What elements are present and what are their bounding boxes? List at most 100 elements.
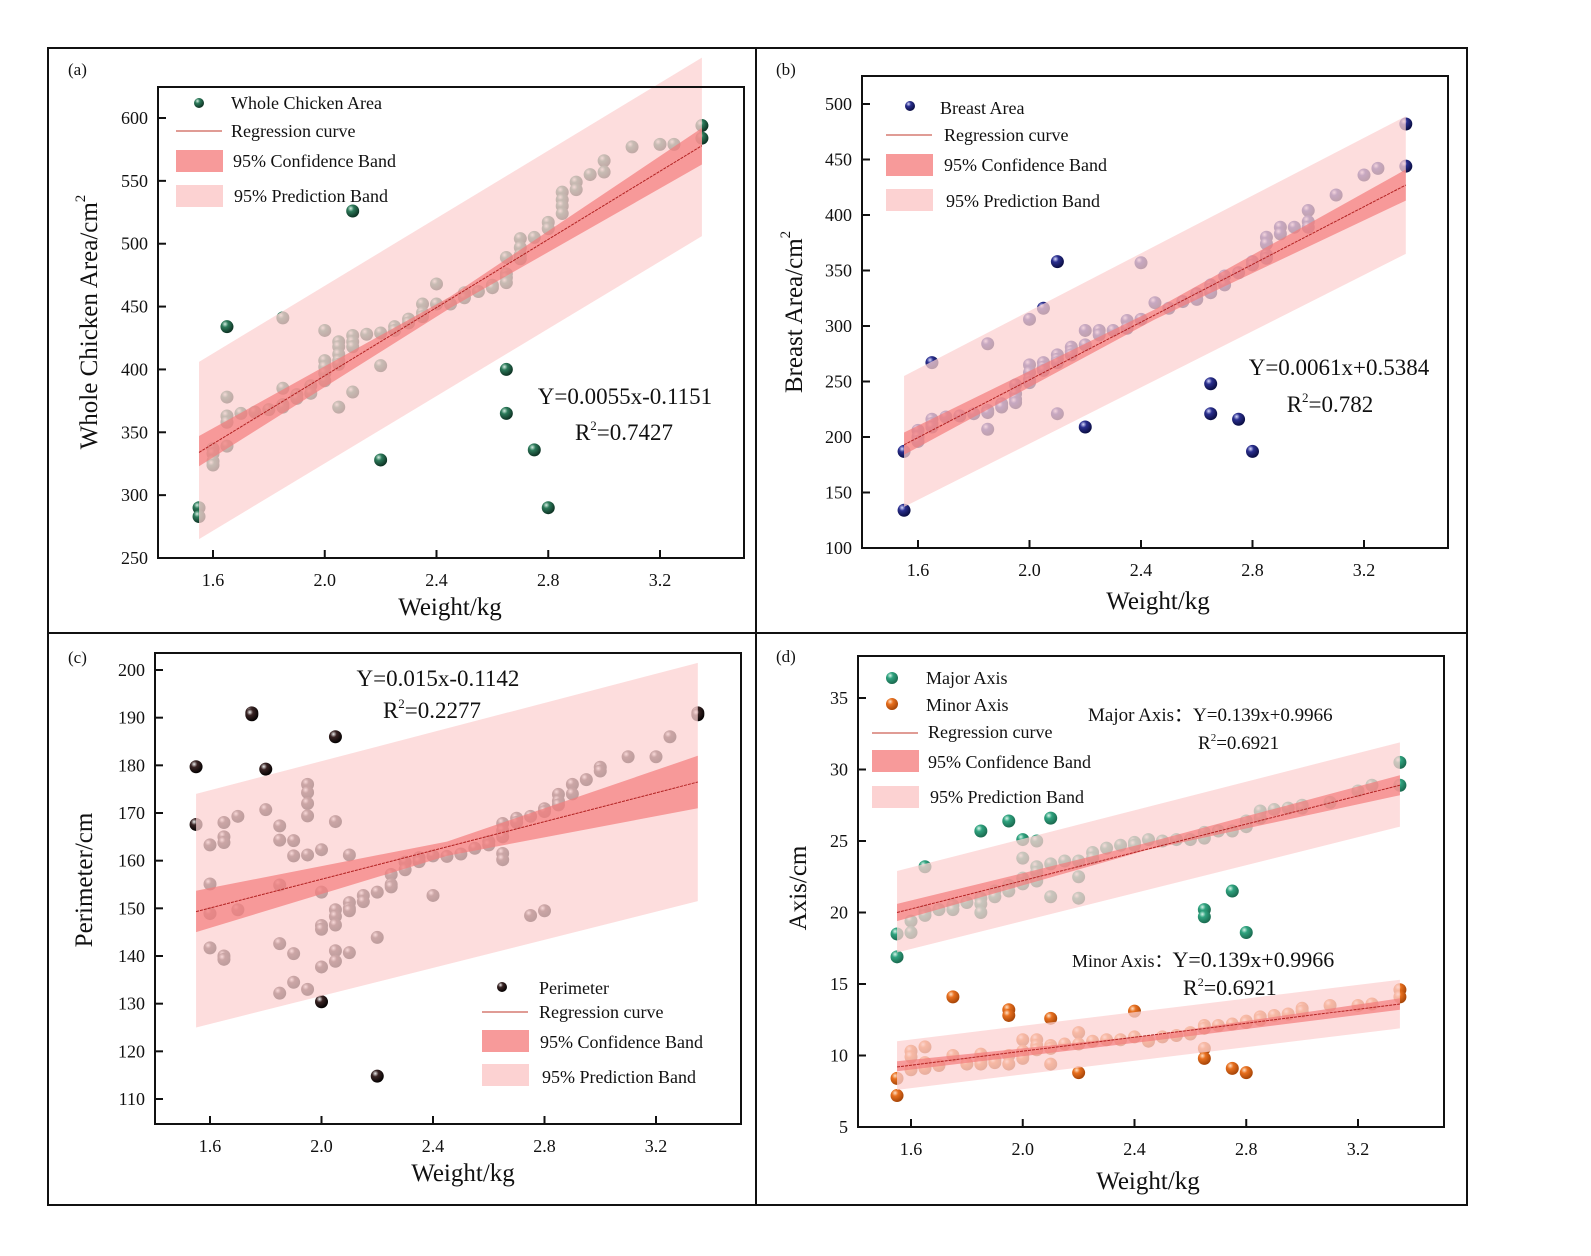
panel-label: (b) xyxy=(776,60,796,79)
y-tick-label: 120 xyxy=(118,1041,145,1061)
y-tick-label: 250 xyxy=(121,548,148,568)
y-axis-label: Whole Chicken Area/cm2 xyxy=(73,195,103,450)
y-axis-label-text: Perimeter/cm xyxy=(71,812,98,947)
y-axis-label-text: Axis/cm xyxy=(785,845,812,930)
r-squared-value: =0.7427 xyxy=(597,420,673,445)
r-squared-value: =0.6921 xyxy=(1216,733,1279,754)
y-tick-label: 250 xyxy=(825,372,852,392)
y-tick-label: 140 xyxy=(118,946,145,966)
legend-marker-major-axis xyxy=(886,672,898,684)
data-point-whole-chicken-area xyxy=(499,362,513,376)
r-squared-prefix: R xyxy=(383,698,399,723)
x-tick-label: 3.2 xyxy=(1347,1139,1370,1159)
legend-label: 95% Confidence Band xyxy=(944,155,1107,175)
panel-d: (d) 1.6 2.0 2.4 2.8 3.2 5 10 15 20 25 30 35 Weight/… xyxy=(776,647,1445,1195)
y-axis-label-sup: 2 xyxy=(778,231,794,239)
y-tick-label: 500 xyxy=(121,234,148,254)
y-tick-label: 15 xyxy=(830,974,848,994)
bands xyxy=(198,57,703,540)
data-point-perimeter xyxy=(370,1069,384,1083)
r-squared-sup: 2 xyxy=(590,418,597,433)
r-squared: R2=0.7427 xyxy=(575,418,673,445)
legend-marker-minor-axis xyxy=(886,698,898,710)
data-point-breast-area xyxy=(1050,255,1064,269)
legend-label: 95% Prediction Band xyxy=(234,186,388,206)
x-tick-label: 3.2 xyxy=(649,570,672,590)
minor-axis-confidence-band xyxy=(897,998,1400,1072)
y-axis-label-text: Whole Chicken Area/cm xyxy=(76,202,103,450)
plot-frame xyxy=(154,652,742,1125)
data-point-major-axis xyxy=(1002,814,1016,828)
r-squared-value: =0.6921 xyxy=(1204,975,1277,1000)
y-tick-label: 190 xyxy=(118,708,145,728)
y-tick-label: 170 xyxy=(118,803,145,823)
y-tick-label: 300 xyxy=(825,316,852,336)
data-point-breast-area xyxy=(1232,412,1246,426)
bands xyxy=(195,662,698,1028)
y-axis-label-sup: 2 xyxy=(73,195,89,203)
plot-frame xyxy=(157,86,745,559)
confidence-band xyxy=(196,755,698,933)
data-point-major-axis xyxy=(974,824,988,838)
legend-label: Perimeter xyxy=(539,978,609,998)
data-point-breast-area xyxy=(1078,420,1092,434)
y-tick-label: 400 xyxy=(121,359,148,379)
figure-border xyxy=(47,47,1468,1206)
data-point-minor-axis xyxy=(1197,1051,1211,1065)
regression-line xyxy=(198,145,703,453)
x-tick-label: 1.6 xyxy=(907,560,930,580)
x-tick-label: 2.8 xyxy=(533,1136,556,1156)
r-squared-value: =0.782 xyxy=(1309,392,1374,417)
data-point-perimeter xyxy=(259,762,273,776)
y-tick-label: 25 xyxy=(830,831,848,851)
x-axis-label: Weight/kg xyxy=(1096,1168,1200,1195)
legend-label: 95% Confidence Band xyxy=(540,1032,703,1052)
data-point-minor-axis xyxy=(890,1089,904,1103)
y-tick-label: 450 xyxy=(121,297,148,317)
major-axis-confidence-band xyxy=(897,775,1400,922)
data-point-minor-axis xyxy=(1002,1008,1016,1022)
data-point-breast-area xyxy=(1204,407,1218,421)
data-point-breast-area xyxy=(897,503,911,517)
data-point-breast-area xyxy=(1246,444,1259,458)
legend-label: Breast Area xyxy=(940,98,1024,118)
data-point-perimeter xyxy=(315,995,328,1009)
minor-axis-r-squared: R2=0.6921 xyxy=(1183,975,1277,1000)
y-tick-label: 400 xyxy=(825,205,852,225)
x-tick-label: 2.8 xyxy=(1235,1139,1258,1159)
regression-equation: Y=0.015x-0.1142 xyxy=(357,666,520,691)
y-tick-label: 5 xyxy=(839,1117,848,1137)
legend-label: Major Axis xyxy=(926,668,1008,688)
regression-equation: Y=0.0061x+0.5384 xyxy=(1249,355,1430,380)
axes: 1.6 2.0 2.4 2.8 3.2 5 10 15 20 25 30 35 xyxy=(830,655,1445,1159)
data-point-breast-area xyxy=(1204,377,1218,391)
data-point-whole-chicken-area xyxy=(374,453,388,467)
y-tick-label: 450 xyxy=(825,150,852,170)
regression-line xyxy=(195,781,698,913)
data-point-perimeter xyxy=(245,708,259,722)
major-axis-equation: Major Axis：Y=0.139x+0.9966 xyxy=(1088,705,1333,726)
x-tick-label: 2.4 xyxy=(1130,560,1153,580)
x-tick-label: 2.4 xyxy=(425,570,448,590)
data-point-whole-chicken-area xyxy=(527,443,541,457)
x-tick-label: 2.0 xyxy=(1012,1139,1035,1159)
legend-confidence-swatch xyxy=(482,1030,529,1052)
plot-frame xyxy=(861,75,1449,549)
y-tick-label: 550 xyxy=(121,171,148,191)
data-point-whole-chicken-area xyxy=(220,320,234,334)
y-axis-label: Perimeter/cm xyxy=(71,812,98,947)
r-squared-prefix: R xyxy=(575,420,591,445)
confidence-band xyxy=(904,169,1406,455)
data-point-major-axis xyxy=(1197,910,1211,924)
r-squared-sup: 2 xyxy=(1211,732,1217,744)
panel-label: (d) xyxy=(776,647,796,666)
r-squared-prefix: R xyxy=(1183,975,1198,1000)
y-tick-label: 100 xyxy=(825,538,852,558)
data-point-minor-axis xyxy=(946,990,960,1004)
r-squared: R2=0.2277 xyxy=(383,696,481,723)
data-point-major-axis xyxy=(1225,884,1239,898)
y-tick-label: 35 xyxy=(830,688,848,708)
r-squared-sup: 2 xyxy=(1302,390,1309,405)
data-point-perimeter xyxy=(189,760,203,774)
